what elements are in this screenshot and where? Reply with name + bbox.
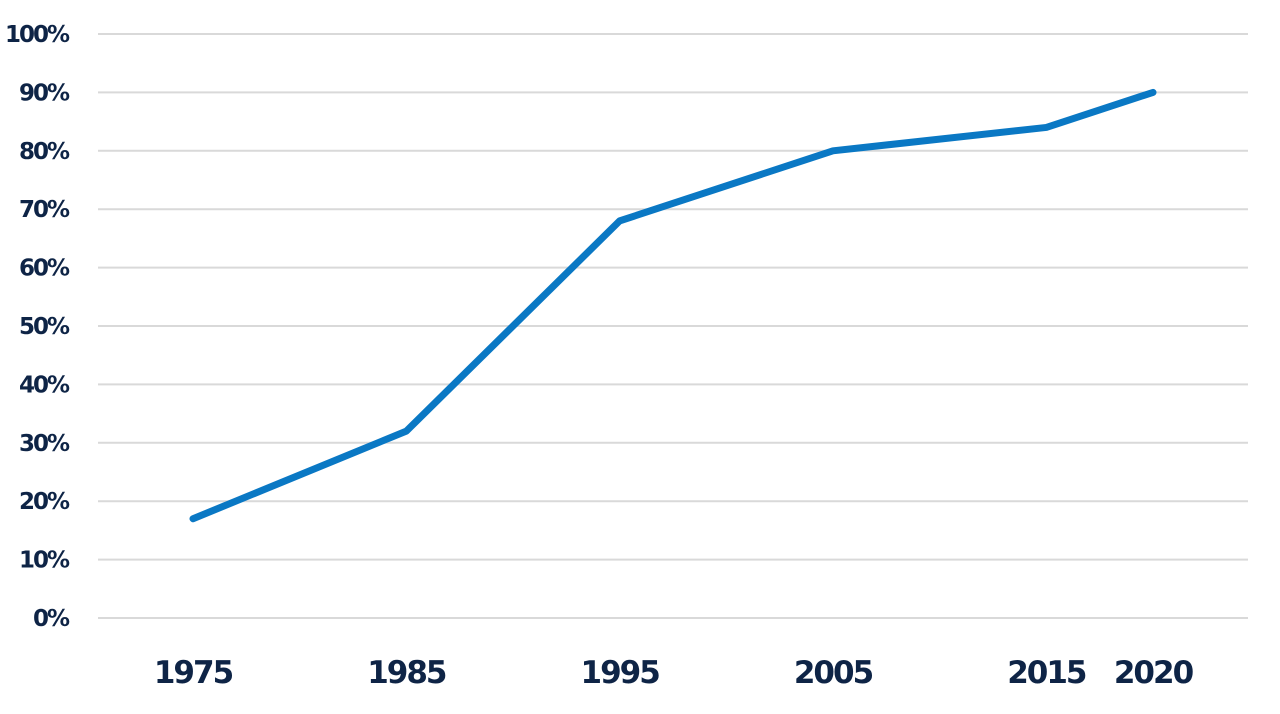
x-tick-label: 1995 (581, 655, 660, 691)
x-tick-label: 1975 (154, 655, 233, 691)
x-tick-label: 2015 (1007, 655, 1086, 691)
y-tick-label: 80% (19, 139, 70, 165)
x-tick-label: 2005 (794, 655, 873, 691)
y-tick-label: 100% (5, 22, 70, 48)
y-tick-label: 50% (19, 314, 70, 340)
y-tick-label: 0% (33, 606, 70, 632)
y-tick-label: 90% (19, 80, 70, 106)
y-tick-label: 60% (19, 256, 70, 282)
x-tick-label: 1985 (367, 655, 446, 691)
y-tick-label: 20% (19, 489, 70, 515)
x-axis-ticks: 1975 1985 1995 2005 2015 2020 (154, 655, 1196, 691)
y-tick-label: 70% (19, 197, 70, 223)
series-line (189, 88, 1157, 523)
x-tick-label: 2020 (1114, 655, 1194, 691)
y-tick-label: 10% (19, 548, 70, 574)
gridlines (98, 33, 1248, 619)
y-axis-ticks: 0% 10% 20% 30% 40% 50% 60% 70% 80% 90% 100% (5, 22, 72, 632)
y-tick-label: 40% (19, 372, 70, 398)
y-tick-label: 30% (19, 431, 70, 457)
series-layer (189, 88, 1157, 523)
